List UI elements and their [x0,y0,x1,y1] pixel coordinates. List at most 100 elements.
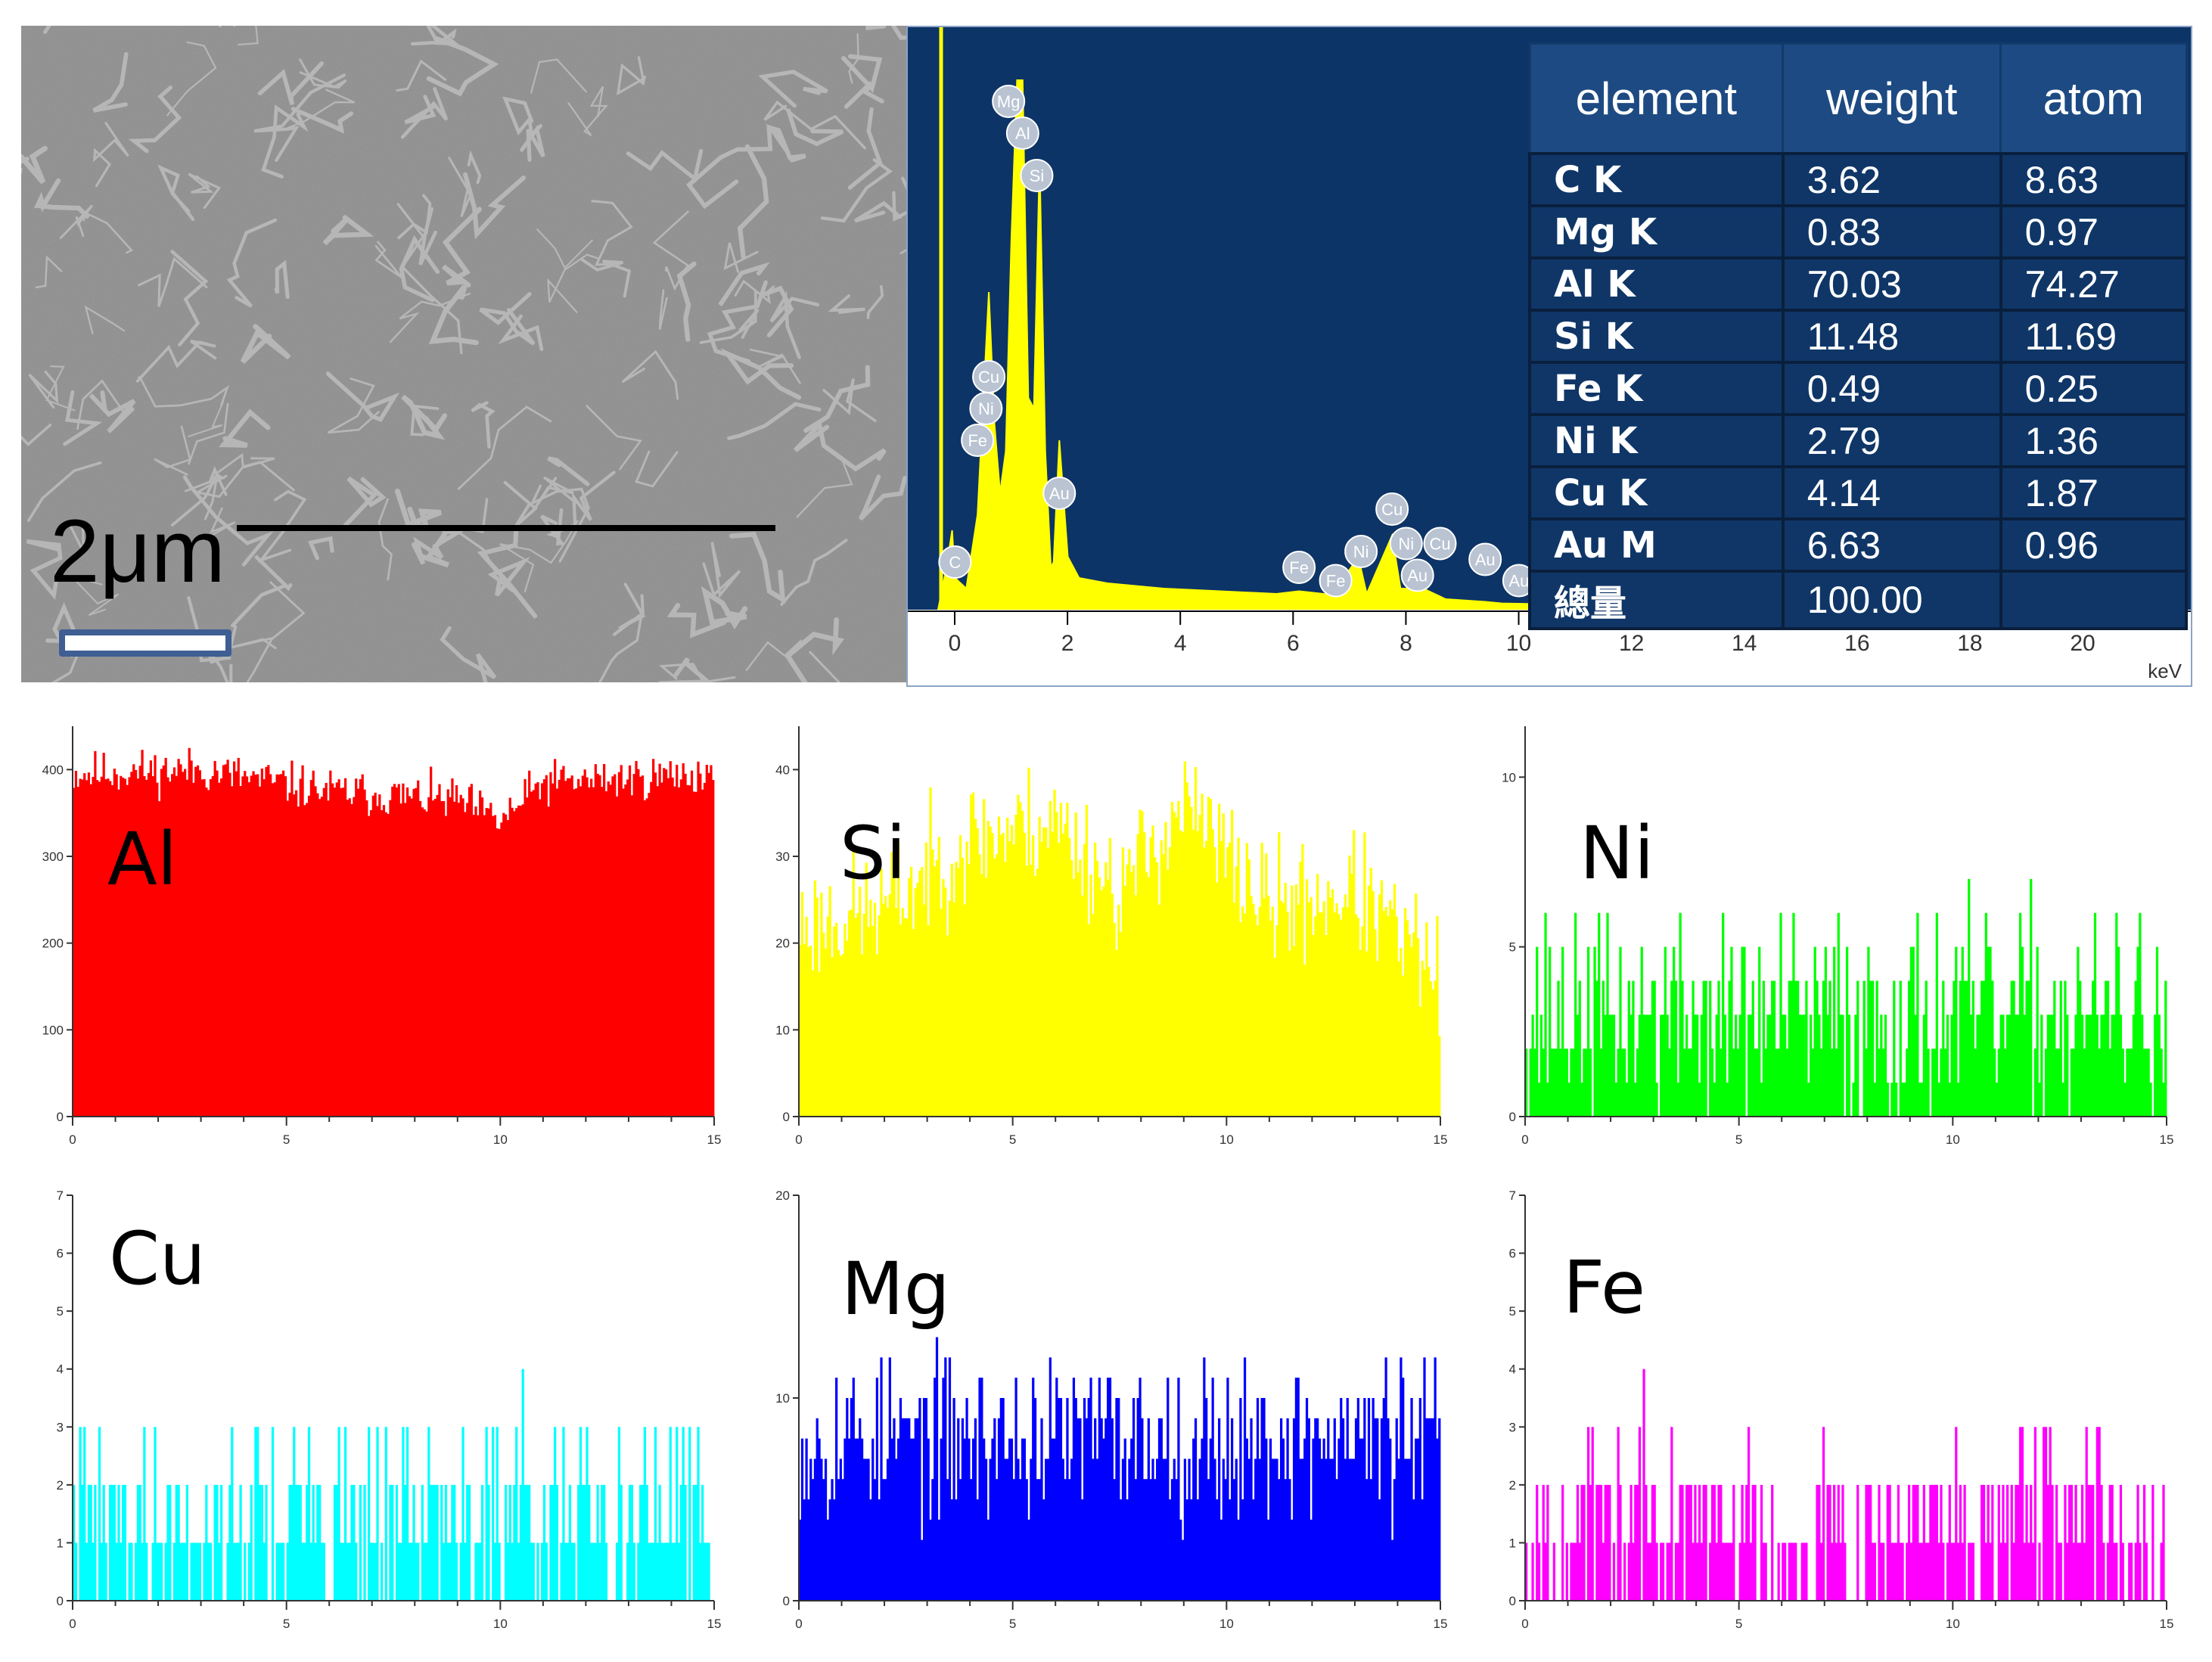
linescan-bar [816,897,819,1117]
linescan-bar [1123,885,1126,1117]
linescan-bar [688,1427,691,1601]
sem-boundary [299,58,347,89]
linescan-bar [2087,1014,2090,1117]
peak-label-text: Ni [1398,535,1414,554]
linescan-bar [1856,980,1859,1117]
linescan-bar [1136,834,1139,1117]
sem-boundary [734,279,775,305]
linescan-bar [1981,980,1984,1117]
linescan-bar [1410,946,1413,1117]
sem-boundary [858,474,906,521]
linescan-bar [1098,877,1101,1117]
linescan-bar [1940,1484,1943,1601]
linescan-bar [335,782,338,1117]
table-row: Si K 11.48 11.69 [1528,309,2189,364]
linescan-bar [1702,1484,1705,1601]
linescan-bar [1209,799,1212,1117]
linescan-bar [859,1418,862,1601]
linescan-bar [1674,1542,1678,1601]
linescan-bar [1555,1048,1558,1117]
linescan-bar [1574,1542,1577,1601]
linescan-bar [1981,1484,1984,1601]
linescan-bar [1006,1459,1009,1601]
linescan-bar [1835,1542,1838,1601]
linescan-bar [1956,1083,1960,1117]
linescan-bar [179,1542,182,1601]
eds-spectrum-panel: MgAlSiCuNiFeCAuFeFeNiCuNiCuAuAuAuAu02468… [906,26,2192,687]
linescan-bar [963,904,966,1117]
linescan-bar [231,1427,234,1601]
linescan-bar [1245,1438,1248,1601]
sem-boundary [343,476,387,528]
cell-element: Si K [1528,309,1785,364]
linescan-bar [639,1484,642,1601]
linescan-bar [1040,841,1043,1117]
peak-label-text: Cu [1381,500,1403,519]
linescan-bar [258,1484,262,1601]
linescan-bar [1741,1484,1744,1601]
linescan-bar [1989,946,1992,1117]
linescan-bar [1648,1542,1652,1601]
linescan-bar [603,1484,606,1601]
linescan-bar [869,1499,872,1601]
linescan-bar [1754,1484,1757,1601]
linescan-bar [980,874,983,1117]
linescan-bar [1309,1519,1313,1601]
linescan-bar [404,803,407,1117]
linescan-bar [1651,980,1654,1117]
sem-boundary [327,377,380,434]
linescan-bar [158,801,161,1117]
linescan-bar [1570,1542,1573,1601]
linescan-bar [590,1542,593,1601]
linescan-bar [890,1438,893,1601]
linescan-bar [946,935,949,1117]
linescan-bar [293,794,296,1117]
linescan-bar [663,768,666,1117]
linescan-bar [252,771,255,1117]
linescan-bar [1771,980,1774,1117]
linescan-bar [1198,1459,1201,1601]
linescan-bar [803,943,806,1117]
linescan-bar [1589,1048,1592,1117]
linescan-bar [1278,1479,1281,1601]
linescan-bar [504,814,508,1117]
cell-atom: 11.69 [1999,309,2189,364]
peak-label-marker [1319,564,1353,598]
linescan-bar [1160,1418,1163,1601]
linescan-bar [1955,1427,1958,1601]
linescan-bar [1537,1083,1541,1117]
cell-weight: 4.14 [1781,465,2002,520]
linescan-bar [1299,1459,1302,1601]
linescan-bar [79,778,82,1117]
linescan-cu: 0 1 2 3 4 5 6 7 0 5 10 15 Cu [30,1180,741,1649]
linescan-bar [1100,1418,1103,1601]
linescan-bar [924,1398,927,1601]
linescan-bar [1918,1083,1922,1117]
linescan-bar [466,803,469,1117]
linescan-bar [1897,1484,1900,1601]
linescan-bar [1698,1083,1701,1117]
linescan-bar [1207,1479,1210,1601]
linescan-bar [1661,1014,1665,1117]
linescan-bar [1805,1542,1808,1601]
linescan-bar [1794,980,1797,1117]
linescan-bar [626,779,629,1117]
linescan-bar [1384,907,1387,1117]
linescan-bar [523,778,527,1117]
linescan-bar [449,797,452,1117]
linescan-bar [1756,1048,1759,1117]
linescan-bar [813,1459,817,1601]
linescan-bar [1194,767,1198,1117]
linescan-bar [1531,1014,1534,1117]
linescan-bar [143,1427,146,1601]
linescan-bar [2158,1014,2161,1117]
linescan-bar [2083,1048,2086,1117]
linescan-bar [1989,1542,1992,1601]
linescan-bar [306,1484,309,1601]
linescan-bar [1425,922,1428,1117]
linescan-bar [278,774,281,1117]
linescan-bar [294,790,298,1117]
linescan-bar [1320,912,1323,1117]
linescan-bar [643,800,646,1117]
linescan-bar [1561,1484,1564,1601]
